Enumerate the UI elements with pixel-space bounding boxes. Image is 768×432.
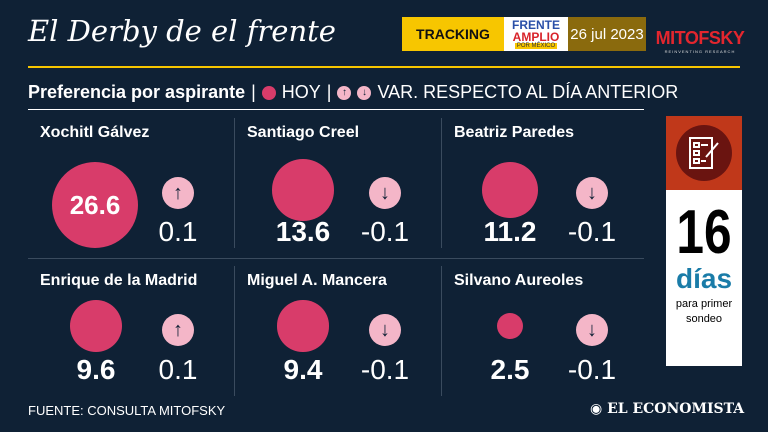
- checklist-icon: [676, 125, 732, 181]
- candidate-card: Beatriz Paredes 11.2 ↓ -0.1: [442, 110, 647, 250]
- separator: |: [251, 82, 256, 102]
- legend-var: VAR. RESPECTO AL DÍA ANTERIOR: [377, 82, 679, 102]
- candidate-card: Miguel A. Mancera 9.4 ↓ -0.1: [235, 258, 440, 398]
- preference-bubble: [272, 159, 334, 221]
- candidate-card: Enrique de la Madrid 9.6 ↑ 0.1: [28, 258, 233, 398]
- preference-bubble: 26.6: [52, 162, 138, 248]
- brand-name: MITOFSKY: [655, 28, 745, 48]
- legend-hoy: HOY: [281, 82, 321, 102]
- candidate-change: 0.1: [158, 354, 198, 385]
- preference-bubble: [496, 312, 524, 340]
- countdown-note: para primer: [675, 297, 733, 310]
- candidate-change: -0.1: [567, 354, 617, 385]
- candidate-value: 9.6: [76, 354, 116, 385]
- countdown-note: sondeo: [685, 313, 723, 326]
- candidate-card: Santiago Creel 13.6 ↓ -0.1: [235, 110, 440, 250]
- source-note: FUENTE: CONSULTA MITOFSKY: [28, 403, 226, 418]
- mitofsky-logo: MITOFSKY REINVENTING RESEARCH: [654, 14, 746, 54]
- candidate-card: Silvano Aureoles 2.5 ↓ -0.1: [442, 258, 647, 398]
- tracking-label: TRACKING: [402, 17, 504, 51]
- preference-bubble: [277, 300, 329, 352]
- frente-line1: FRENTE: [512, 18, 560, 32]
- subtitle-legend: Preferencia por aspirante | HOY | ↑ ↓ VA…: [28, 82, 678, 103]
- arrow-down-icon: ↓: [369, 314, 401, 346]
- arrow-up-icon: ↑: [162, 177, 194, 209]
- divider: [234, 266, 235, 396]
- bubble-legend-icon: [261, 85, 276, 100]
- candidate-value: 2.5: [490, 354, 530, 385]
- arrow-down-icon: ↓: [576, 314, 608, 346]
- header-banner: TRACKING FRENTE AMPLIO POR MÉXICO 26 jul…: [402, 17, 646, 51]
- arrow-down-icon: ↓: [357, 85, 372, 100]
- divider: [28, 66, 740, 68]
- candidate-value: 11.2: [483, 216, 537, 247]
- date-label: 26 jul 2023: [568, 17, 646, 51]
- candidate-name: Santiago Creel: [247, 124, 360, 141]
- divider: [28, 109, 644, 110]
- candidate-change: -0.1: [567, 216, 617, 247]
- candidate-name: Miguel A. Mancera: [247, 272, 387, 289]
- candidate-name: Beatriz Paredes: [454, 124, 575, 141]
- countdown-number: 16: [676, 198, 732, 267]
- candidate-change: -0.1: [360, 354, 410, 385]
- preference-bubble: [482, 162, 538, 218]
- page-title: El Derby de el frente: [28, 14, 336, 48]
- subtitle-label: Preferencia por aspirante: [28, 82, 246, 102]
- frente-line3: POR MÉXICO: [514, 43, 558, 49]
- publisher-logo: ◉ EL ECONOMISTA: [590, 401, 745, 417]
- divider: [28, 258, 644, 259]
- countdown-unit: días: [675, 263, 733, 294]
- arrow-down-icon: ↓: [576, 177, 608, 209]
- countdown-panel: 16 días para primer sondeo: [666, 116, 742, 366]
- frente-amplio-logo: FRENTE AMPLIO POR MÉXICO: [504, 17, 568, 51]
- arrow-up-icon: ↑: [162, 314, 194, 346]
- candidate-value: 9.4: [283, 354, 323, 385]
- divider: [234, 118, 235, 248]
- divider: [441, 118, 442, 248]
- arrow-up-icon: ↑: [337, 85, 352, 100]
- divider: [441, 266, 442, 396]
- preference-bubble: [70, 300, 122, 352]
- frente-line2: AMPLIO: [512, 30, 560, 44]
- candidate-change: 0.1: [158, 216, 198, 247]
- candidate-card: Xochitl Gálvez 26.6 ↑ 0.1: [28, 110, 233, 250]
- candidate-change: -0.1: [360, 216, 410, 247]
- candidate-value: 13.6: [275, 216, 331, 247]
- candidate-name: Xochitl Gálvez: [40, 124, 150, 141]
- candidate-value: 26.6: [69, 189, 121, 220]
- candidate-name: Enrique de la Madrid: [40, 272, 198, 289]
- brand-tagline: REINVENTING RESEARCH: [664, 49, 736, 54]
- candidate-name: Silvano Aureoles: [454, 272, 584, 289]
- arrow-down-icon: ↓: [369, 177, 401, 209]
- separator: |: [326, 82, 332, 102]
- publisher-name: EL ECONOMISTA: [607, 401, 745, 417]
